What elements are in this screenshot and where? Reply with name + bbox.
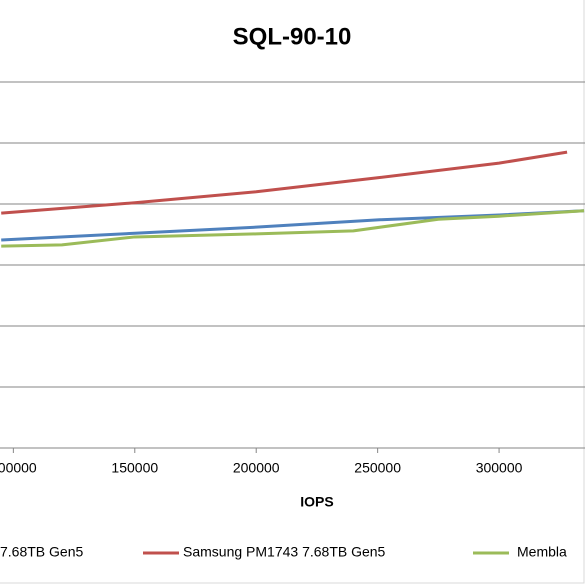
line-series [1,150,568,215]
x-tick-label: 250000 [354,460,401,476]
legend-label: Samsung PM1743 7.68TB Gen5 [183,544,386,560]
x-axis-title: IOPS [300,494,333,510]
x-tick-label: 200000 [233,460,280,476]
x-tick-label: 300000 [476,460,523,476]
legend-label: 7.68TB Gen5 [0,544,83,560]
legend-label: Membla [517,544,567,560]
x-tick-label: 150000 [111,460,158,476]
x-tick-label: 100000 [0,460,37,476]
line-series [1,209,585,248]
chart-title: SQL-90-10 [233,23,352,50]
